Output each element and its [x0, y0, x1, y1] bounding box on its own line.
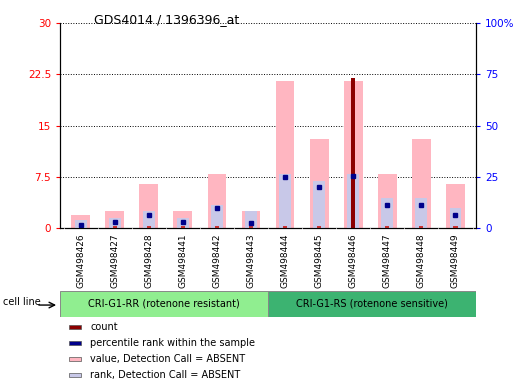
Bar [70, 373, 81, 377]
Text: CRI-G1-RR (rotenone resistant): CRI-G1-RR (rotenone resistant) [88, 299, 240, 309]
Bar [381, 198, 393, 228]
Bar [268, 291, 476, 317]
Text: percentile rank within the sample: percentile rank within the sample [90, 338, 255, 348]
Bar [415, 198, 427, 228]
Bar [449, 208, 461, 228]
Bar [60, 291, 268, 317]
Text: GSM498426: GSM498426 [76, 233, 85, 288]
Text: CRI-G1-RS (rotenone sensitive): CRI-G1-RS (rotenone sensitive) [296, 299, 448, 309]
Bar [317, 226, 321, 228]
Bar [412, 139, 431, 228]
Text: GSM498441: GSM498441 [178, 233, 187, 288]
Bar [174, 211, 192, 228]
Text: GSM498444: GSM498444 [280, 233, 290, 288]
Bar [109, 218, 121, 228]
Bar [70, 325, 81, 329]
Text: GSM498445: GSM498445 [315, 233, 324, 288]
Bar [446, 184, 465, 228]
Bar [70, 357, 81, 361]
Bar [75, 220, 87, 228]
Text: GSM498427: GSM498427 [110, 233, 119, 288]
Bar [242, 211, 260, 228]
Bar [78, 226, 83, 228]
Bar [419, 226, 424, 228]
Bar [208, 174, 226, 228]
Bar [70, 341, 81, 345]
Bar [181, 226, 185, 228]
Bar [347, 174, 359, 228]
Bar [245, 211, 257, 228]
Bar [249, 226, 253, 228]
Text: GDS4014 / 1396396_at: GDS4014 / 1396396_at [94, 13, 240, 26]
Text: GSM498428: GSM498428 [144, 233, 153, 288]
Bar [313, 180, 325, 228]
Bar [351, 78, 355, 228]
Text: value, Detection Call = ABSENT: value, Detection Call = ABSENT [90, 354, 245, 364]
Bar [279, 174, 291, 228]
Bar [378, 174, 396, 228]
Bar [283, 226, 287, 228]
Text: cell line: cell line [3, 298, 41, 308]
Bar [211, 205, 223, 228]
Bar [112, 226, 117, 228]
Bar [310, 139, 328, 228]
Bar [105, 211, 124, 228]
Bar [385, 226, 389, 228]
Bar [276, 81, 294, 228]
Bar [140, 184, 158, 228]
Text: rank, Detection Call = ABSENT: rank, Detection Call = ABSENT [90, 370, 240, 380]
Text: GSM498446: GSM498446 [349, 233, 358, 288]
Bar [177, 218, 189, 228]
Bar [344, 81, 362, 228]
Text: GSM498449: GSM498449 [451, 233, 460, 288]
Bar [71, 215, 90, 228]
Bar [143, 211, 155, 228]
Text: count: count [90, 322, 118, 332]
Text: GSM498448: GSM498448 [417, 233, 426, 288]
Text: GSM498443: GSM498443 [246, 233, 256, 288]
Text: GSM498442: GSM498442 [212, 233, 221, 288]
Bar [215, 226, 219, 228]
Bar [147, 226, 151, 228]
Text: GSM498447: GSM498447 [383, 233, 392, 288]
Bar [453, 226, 458, 228]
